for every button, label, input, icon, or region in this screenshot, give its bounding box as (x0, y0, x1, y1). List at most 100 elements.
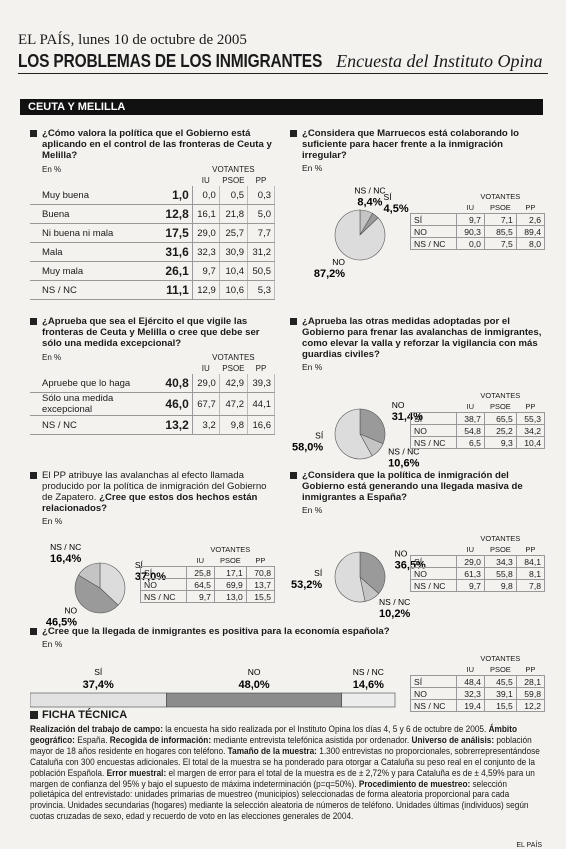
table-header: IU PSOE PP (411, 544, 545, 556)
pie-slice (334, 209, 386, 261)
table-row: NO 90,3 85,5 89,4 (410, 225, 546, 238)
pie-block: SÍ 37,0% NO 46,5% NS / NC 16,4% VOTANTES IU PSOE… (30, 526, 276, 638)
table-row: SÍ 25,8 17,1 70,8 (140, 566, 276, 579)
cell-value: 70,8 (245, 566, 276, 579)
cell-value: 10,4 (219, 261, 249, 281)
ficha-label: Ámbito geográfico: (30, 723, 518, 745)
question-text: ¿Considera que Marruecos está colaborand… (290, 128, 545, 161)
row-label: NS / NC (140, 590, 187, 603)
votantes-table: VOTANTES IU PSOE PP SÍ 9,7 7,1 2,6 NO 90,3 85,5 89,… (410, 191, 546, 250)
cell-value: 0,5 (219, 186, 249, 205)
cell-value: 29,0 (192, 223, 220, 243)
cell-value: 5,0 (247, 204, 275, 224)
column-header: PSOE (489, 665, 511, 674)
total-value: 17,5 (155, 223, 193, 243)
question-block: ¿Considera que la política de inmigració… (290, 470, 546, 627)
section-bar: CEUTA Y MELILLA (20, 99, 543, 115)
question-text: ¿Considera que la política de inmigració… (290, 470, 545, 503)
cell-value: 0,3 (247, 186, 275, 205)
ficha-label: Tamaño de la muestra: (227, 744, 317, 756)
slice-name: NO (392, 400, 405, 410)
column-header: PSOE (489, 545, 511, 554)
row-label: NS / NC (410, 699, 457, 712)
slice-name: NO (332, 257, 345, 267)
slice-name: NS / NC (379, 597, 410, 607)
unit: En % (42, 516, 63, 526)
cell-value: 67,7 (192, 392, 220, 416)
row-label: NO (410, 687, 457, 700)
total-value: 31,6 (155, 242, 193, 262)
question-text: ¿Cree que la llegada de inmigrantes es p… (30, 626, 545, 637)
table-header: En % VOTANTES (30, 164, 275, 175)
segment-name: NS / NC (353, 667, 384, 677)
votantes-table: VOTANTES IU PSOE PP SÍ 38,7 65,5 55,3 NO 54,8 25,2… (410, 390, 546, 449)
column-header: IU (201, 364, 210, 373)
unit: En % (302, 362, 323, 372)
ficha-label: Procedimiento de muestreo: (358, 777, 471, 789)
unit: En % (42, 353, 62, 362)
row-label: Apruebe que lo haga (30, 374, 156, 393)
slice-name: NO (64, 605, 77, 615)
question-text: ¿Aprueba que sea el Ejército el que vigi… (30, 316, 275, 349)
pie-block: NO 36,5% NS / NC 10,2% SÍ 53,2% VOTANTES IU PSOE… (290, 515, 546, 627)
total-value: 13,2 (155, 415, 193, 435)
table-row: NO 54,8 25,2 34,2 (410, 424, 546, 437)
votantes-table: VOTANTES IU PSOE PP SÍ 48,4 45,5 28,1 NO 32,3 39,1… (410, 653, 546, 712)
row-label: Buena (30, 204, 156, 224)
slice-name: NO (395, 548, 408, 558)
cell-value: 42,9 (219, 374, 249, 393)
cell-value: 32,3 (455, 687, 485, 700)
cell-value: 7,1 (483, 213, 517, 226)
cell-value: 7,5 (483, 237, 517, 250)
row-label: Muy buena (30, 186, 156, 205)
pie-block: NO 31,4% NS / NC 10,6% SÍ 58,0% VOTANTES IU PSOE… (290, 372, 546, 484)
cell-value: 44,1 (247, 392, 275, 416)
table-row: Mala 31,6 32,3 30,9 31,2 (30, 242, 275, 262)
table-row: NO 32,3 39,1 59,8 (410, 687, 546, 700)
cell-value: 15,5 (245, 590, 276, 603)
row-label: SÍ (410, 675, 457, 688)
cell-value: 48,4 (455, 675, 485, 688)
cell-value: 0,0 (192, 186, 220, 205)
ficha-item-text: mediante entrevista telefónica asistida … (213, 733, 410, 745)
table-header: IU PSOE PP (411, 401, 545, 413)
pie-slice (359, 551, 386, 594)
table-row: SÍ 29,0 34,3 84,1 (410, 555, 546, 568)
total-value: 40,8 (155, 374, 193, 393)
footer: EL PAÍS (516, 842, 542, 849)
pie-slice (74, 574, 119, 614)
total-value: 46,0 (155, 392, 193, 416)
cell (30, 363, 192, 374)
cell-value: 64,5 (185, 578, 215, 591)
ficha-item-text: selección polietápica del entrevistado: … (30, 777, 529, 822)
question-text: ¿Cómo valora la política que el Gobierno… (30, 128, 275, 161)
cell-value: 0,0 (455, 237, 485, 250)
unit: En % (302, 505, 323, 515)
title: LOS PROBLEMAS DE LOS INMIGRANTES (18, 51, 323, 71)
table-row: NS / NC 9,7 13,0 15,5 (140, 590, 276, 603)
slice-label: 46,5% (46, 616, 77, 628)
table-header: IU PSOE PP (141, 555, 275, 567)
column-header: PSOE (489, 402, 511, 411)
table-header: VOTANTES (141, 544, 275, 555)
table-row: SÍ 9,7 7,1 2,6 (410, 213, 546, 226)
slice-label: 87,2% (314, 268, 345, 280)
column-header: PSOE (222, 176, 245, 185)
cell-value: 29,0 (192, 374, 220, 393)
ficha-item-text: España. (77, 733, 108, 745)
table-header: IU PSOE PP (411, 202, 545, 214)
slice-name: SÍ (135, 560, 144, 570)
cell-value: 8,0 (515, 237, 546, 250)
question-block: ¿Aprueba las otras medidas adoptadas por… (290, 316, 546, 484)
results-table: En % VOTANTES IU PSOE PP Muy buena 1,0 0,0 0,5 0,… (30, 164, 275, 300)
question: ¿Aprueba las otras medidas adoptadas por… (302, 316, 542, 360)
ficha-label: Recogida de información: (109, 733, 212, 745)
cell (411, 653, 457, 664)
pie-slice (359, 408, 386, 445)
segment-name: SÍ (94, 667, 103, 677)
row-label: NS / NC (30, 280, 156, 300)
bar-segment (30, 692, 167, 708)
ficha-item-text: población mayor de 18 años residente en … (30, 733, 532, 756)
